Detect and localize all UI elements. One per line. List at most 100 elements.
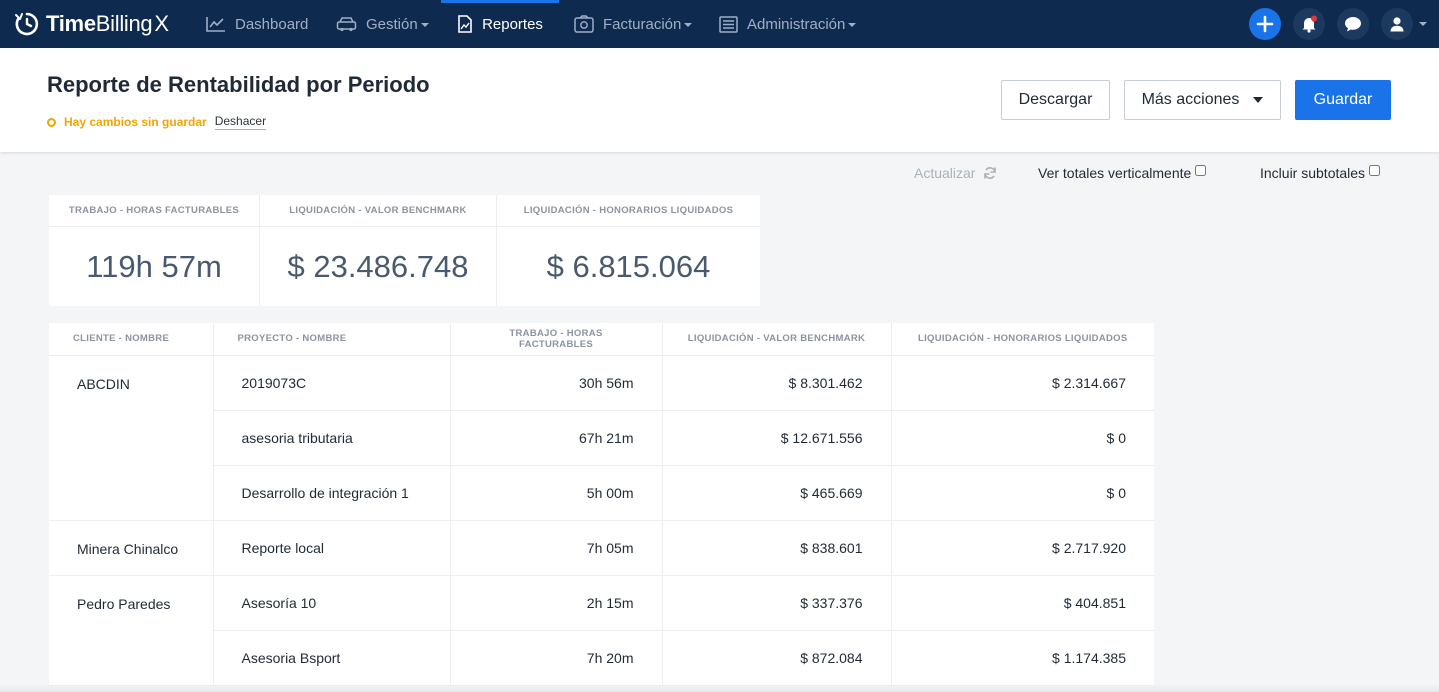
kpi-summary: TRABAJO - HORAS FACTURABLES 119h 57m LIQ… xyxy=(49,195,760,306)
subtotals-option[interactable]: Incluir subtotales xyxy=(1260,164,1381,181)
chevron-down-icon xyxy=(684,23,693,27)
fees-cell: $ 1.174.385 xyxy=(891,630,1154,686)
project-cell: 2019073C xyxy=(213,355,451,411)
notifications-button[interactable] xyxy=(1293,8,1325,40)
invoice-icon xyxy=(574,15,594,33)
caret-down-icon xyxy=(1253,97,1264,103)
column-header-hours[interactable]: TRABAJO - HORAS FACTURABLES xyxy=(450,323,663,356)
kpi-card-benchmark-value: LIQUIDACIÓN - VALOR BENCHMARK $ 23.486.7… xyxy=(260,195,497,306)
nav-item-reportes[interactable]: Reportes xyxy=(441,0,559,48)
more-actions-button[interactable]: Más acciones xyxy=(1124,80,1281,120)
save-button[interactable]: Guardar xyxy=(1295,80,1391,120)
chevron-down-icon xyxy=(1419,22,1427,26)
column-header-fees[interactable]: LIQUIDACIÓN - HONORARIOS LIQUIDADOS xyxy=(891,323,1154,356)
hours-cell: 67h 21m xyxy=(450,410,663,466)
nav-item-label: Dashboard xyxy=(235,15,309,33)
brand-name-bold: Time xyxy=(46,11,96,36)
fees-cell: $ 2.717.920 xyxy=(891,520,1154,576)
benchmark-cell: $ 838.601 xyxy=(662,520,892,576)
nav-item-gestion[interactable]: Gestión xyxy=(336,0,429,48)
kpi-label: TRABAJO - HORAS FACTURABLES xyxy=(49,195,259,227)
user-menu-button[interactable] xyxy=(1381,8,1427,40)
car-icon xyxy=(336,17,357,32)
hours-cell: 30h 56m xyxy=(450,355,663,411)
scroll-shadow xyxy=(0,684,1439,692)
page-title: Reporte de Rentabilidad por Periodo xyxy=(47,72,430,97)
nav-item-label: Reportes xyxy=(482,15,543,33)
list-icon xyxy=(719,15,738,33)
subtotals-checkbox[interactable] xyxy=(1369,164,1381,176)
brand-name-x: X xyxy=(154,11,169,36)
kpi-card-liquidated-fees: LIQUIDACIÓN - HONORARIOS LIQUIDADOS $ 6.… xyxy=(497,195,760,306)
project-cell: asesoria tributaria xyxy=(213,410,451,466)
subtotals-label: Incluir subtotales xyxy=(1260,165,1366,181)
column-header-benchmark[interactable]: LIQUIDACIÓN - VALOR BENCHMARK xyxy=(662,323,892,356)
kpi-value: $ 6.815.064 xyxy=(546,248,711,284)
project-cell: Desarrollo de integración 1 xyxy=(213,465,451,521)
kpi-value: $ 23.486.748 xyxy=(287,248,469,284)
top-navbar: Time Billing X Dashboard Gestión Reportes … xyxy=(0,0,1439,48)
vertical-totals-option[interactable]: Ver totales verticalmente xyxy=(1038,164,1207,181)
nav-item-label: Facturación xyxy=(603,15,682,33)
table-row: ABCDIN 2019073C 30h 56m $ 8.301.462 $ 2.… xyxy=(49,355,1154,521)
fees-cell: $ 0 xyxy=(891,410,1154,466)
column-header-client[interactable]: CLIENTE - NOMBRE xyxy=(49,323,214,356)
nav-item-administracion[interactable]: Administración xyxy=(719,0,857,48)
nav-item-label: Gestión xyxy=(366,15,418,33)
clock-logo-icon xyxy=(15,12,39,36)
warning-dot-icon xyxy=(47,117,56,127)
download-button[interactable]: Descargar xyxy=(1001,80,1110,120)
report-icon xyxy=(458,15,472,33)
unsaved-status: Hay cambios sin guardar Deshacer xyxy=(47,114,267,130)
benchmark-cell: $ 465.669 xyxy=(662,465,892,521)
kpi-label: LIQUIDACIÓN - VALOR BENCHMARK xyxy=(260,195,496,227)
bell-icon xyxy=(1302,15,1317,33)
brand-name-light: Billing xyxy=(95,11,153,36)
profitability-table: CLIENTE - NOMBRE PROYECTO - NOMBRE TRABA… xyxy=(49,323,1154,686)
messages-button[interactable] xyxy=(1337,8,1369,40)
hours-cell: 7h 20m xyxy=(450,630,663,686)
hours-cell: 2h 15m xyxy=(450,575,663,631)
refresh-button[interactable]: Actualizar xyxy=(914,165,997,181)
nav-item-facturacion[interactable]: Facturación xyxy=(574,0,693,48)
table-row: asesoria tributaria 67h 21m $ 12.671.556… xyxy=(49,410,1154,466)
nav-item-label: Administración xyxy=(747,15,846,33)
project-cell: Reporte local xyxy=(213,520,451,576)
client-cell: Minera Chinalco xyxy=(49,520,214,576)
client-cell: ABCDIN xyxy=(49,355,214,521)
chevron-down-icon xyxy=(420,23,429,27)
benchmark-cell: $ 872.084 xyxy=(662,630,892,686)
unsaved-text: Hay cambios sin guardar xyxy=(64,115,207,129)
hours-cell: 7h 05m xyxy=(450,520,663,576)
brand-logo[interactable]: Time Billing X xyxy=(14,11,169,37)
project-cell: Asesoría 10 xyxy=(213,575,451,631)
more-actions-label: Más acciones xyxy=(1141,91,1240,108)
project-cell: Asesoria Bsport xyxy=(213,630,451,686)
table-row: Desarrollo de integración 1 5h 00m $ 465… xyxy=(49,465,1154,521)
client-cell: Pedro Paredes xyxy=(49,575,214,686)
refresh-label: Actualizar xyxy=(914,165,976,181)
refresh-icon xyxy=(984,167,997,179)
fees-cell: $ 404.851 xyxy=(891,575,1154,631)
benchmark-cell: $ 12.671.556 xyxy=(662,410,892,466)
column-header-project[interactable]: PROYECTO - NOMBRE xyxy=(213,323,451,356)
undo-link[interactable]: Deshacer xyxy=(214,114,267,130)
chart-line-icon xyxy=(206,17,225,32)
kpi-card-billable-hours: TRABAJO - HORAS FACTURABLES 119h 57m xyxy=(49,195,260,306)
table-row: Minera Chinalco Reporte local 7h 05m $ 8… xyxy=(49,520,1154,576)
vertical-totals-label: Ver totales verticalmente xyxy=(1038,165,1192,181)
plus-icon xyxy=(1256,15,1274,33)
chevron-down-icon xyxy=(848,23,857,27)
chat-bubble-icon xyxy=(1345,17,1361,32)
hours-cell: 5h 00m xyxy=(450,465,663,521)
fees-cell: $ 0 xyxy=(891,465,1154,521)
kpi-label: LIQUIDACIÓN - HONORARIOS LIQUIDADOS xyxy=(497,195,760,227)
benchmark-cell: $ 8.301.462 xyxy=(662,355,892,411)
page-header: Reporte de Rentabilidad por Periodo Hay … xyxy=(0,48,1439,152)
nav-item-dashboard[interactable]: Dashboard xyxy=(206,0,308,48)
add-button[interactable] xyxy=(1249,8,1281,40)
table-header-row: CLIENTE - NOMBRE PROYECTO - NOMBRE TRABA… xyxy=(49,323,1154,356)
vertical-totals-checkbox[interactable] xyxy=(1195,164,1207,176)
fees-cell: $ 2.314.667 xyxy=(891,355,1154,411)
user-icon xyxy=(1390,17,1404,32)
